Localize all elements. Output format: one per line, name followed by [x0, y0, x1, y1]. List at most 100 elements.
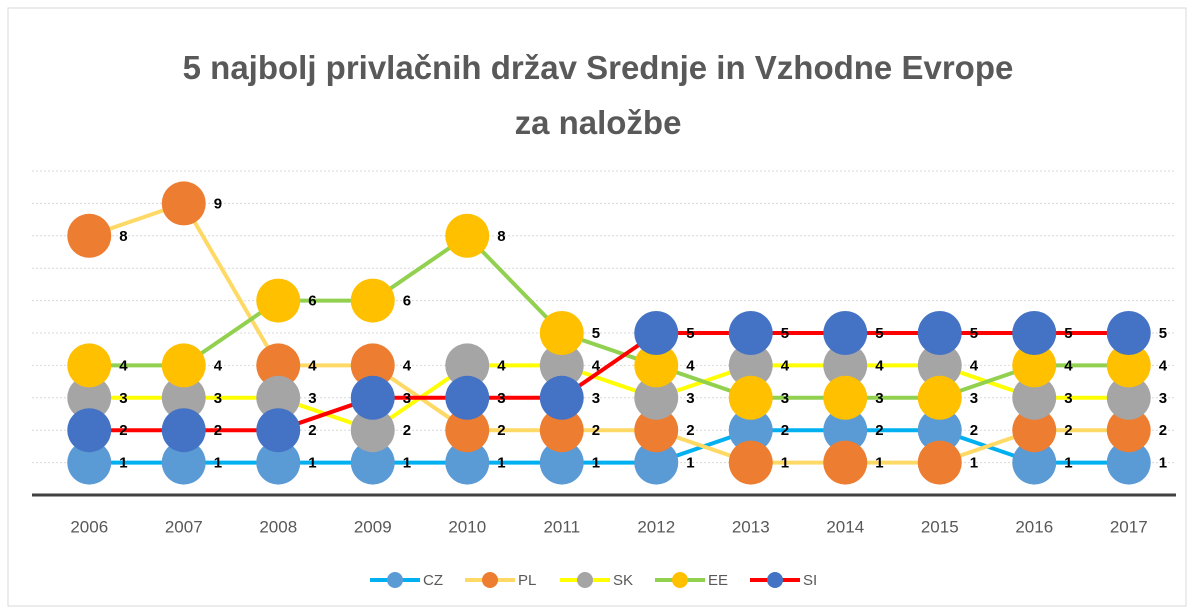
data-label: 4: [403, 357, 412, 374]
marker: [728, 408, 773, 453]
marker: [1106, 408, 1151, 453]
data-label: 3: [1064, 390, 1072, 407]
data-label: 3: [214, 390, 222, 407]
data-label: 5: [970, 325, 978, 342]
data-label: 2: [875, 422, 883, 439]
marker: [445, 375, 490, 420]
marker: [728, 343, 773, 388]
marker: [634, 440, 679, 485]
data-label: 3: [875, 390, 883, 407]
marker: [161, 375, 206, 420]
data-label: 4: [1064, 357, 1073, 374]
marker: [728, 375, 773, 420]
marker: [917, 440, 962, 485]
data-label: 1: [686, 455, 694, 472]
data-label: 4: [970, 357, 979, 374]
marker: [350, 408, 395, 453]
data-label: 3: [592, 390, 600, 407]
x-tick-label: 2013: [732, 517, 770, 536]
data-label: 1: [497, 455, 505, 472]
data-label: 4: [497, 357, 506, 374]
marker: [634, 375, 679, 420]
data-label: 5: [781, 325, 789, 342]
marker: [917, 343, 962, 388]
legend-marker: [767, 572, 783, 588]
marker: [917, 408, 962, 453]
chart-title: 5 najbolj privlačnih držav Srednje in Vz…: [183, 49, 1014, 141]
data-label: 5: [1159, 325, 1167, 342]
marker: [256, 440, 301, 485]
data-label: 2: [781, 422, 789, 439]
data-label: 1: [308, 455, 316, 472]
marker: [1012, 343, 1057, 388]
legend-marker: [577, 572, 593, 588]
data-label: 1: [119, 455, 127, 472]
marker: [1012, 311, 1057, 355]
data-label: 2: [308, 422, 316, 439]
marker: [256, 408, 301, 453]
data-label: 4: [214, 357, 223, 374]
data-label: 2: [1159, 422, 1167, 439]
marker: [539, 375, 584, 420]
data-label: 4: [592, 357, 601, 374]
data-label: 5: [1064, 325, 1072, 342]
marker: [1106, 343, 1151, 388]
marker: [445, 408, 490, 453]
marker: [161, 181, 206, 226]
data-label: 6: [308, 293, 316, 310]
data-label: 1: [1159, 455, 1167, 472]
x-tick-label: 2008: [259, 517, 297, 536]
data-label: 1: [781, 455, 789, 472]
data-label: 3: [308, 390, 316, 407]
data-label: 3: [781, 390, 789, 407]
marker: [728, 440, 773, 485]
marker: [256, 375, 301, 420]
marker: [256, 343, 301, 388]
x-tick-label: 2010: [448, 517, 486, 536]
data-label: 8: [497, 228, 505, 245]
marker: [634, 343, 679, 388]
legend-label: SK: [613, 572, 633, 589]
marker: [823, 375, 868, 420]
data-label: 1: [403, 455, 411, 472]
marker: [728, 311, 773, 355]
marker: [539, 311, 584, 355]
data-label: 3: [119, 390, 127, 407]
marker: [1012, 408, 1057, 453]
data-label: 1: [970, 455, 978, 472]
data-label: 6: [403, 293, 411, 310]
x-tick-label: 2017: [1110, 517, 1148, 536]
data-label: 5: [875, 325, 883, 342]
data-label: 4: [119, 357, 128, 374]
data-label: 2: [119, 422, 127, 439]
marker: [256, 278, 301, 323]
marker: [1106, 311, 1151, 355]
marker: [823, 440, 868, 485]
chart-border: [7, 7, 1187, 607]
marker: [1106, 375, 1151, 420]
marker: [350, 278, 395, 323]
marker: [67, 343, 112, 388]
data-label: 1: [592, 455, 600, 472]
marker: [350, 343, 395, 388]
marker: [539, 440, 584, 485]
x-tick-label: 2006: [70, 517, 108, 536]
marker: [823, 311, 868, 355]
marker: [634, 408, 679, 453]
x-tick-label: 2011: [543, 517, 580, 536]
marker: [67, 213, 112, 258]
marker: [539, 343, 584, 388]
legend-label: PL: [518, 572, 536, 589]
data-label: 4: [875, 357, 884, 374]
data-label: 8: [119, 228, 127, 245]
data-label: 4: [686, 357, 695, 374]
marker: [67, 440, 112, 485]
marker: [350, 440, 395, 485]
marker: [161, 343, 206, 388]
marker: [445, 343, 490, 388]
x-tick-label: 2015: [921, 517, 959, 536]
marker: [161, 440, 206, 485]
data-label: 2: [970, 422, 978, 439]
x-tick-label: 2007: [165, 517, 203, 536]
legend-label: CZ: [423, 572, 443, 589]
